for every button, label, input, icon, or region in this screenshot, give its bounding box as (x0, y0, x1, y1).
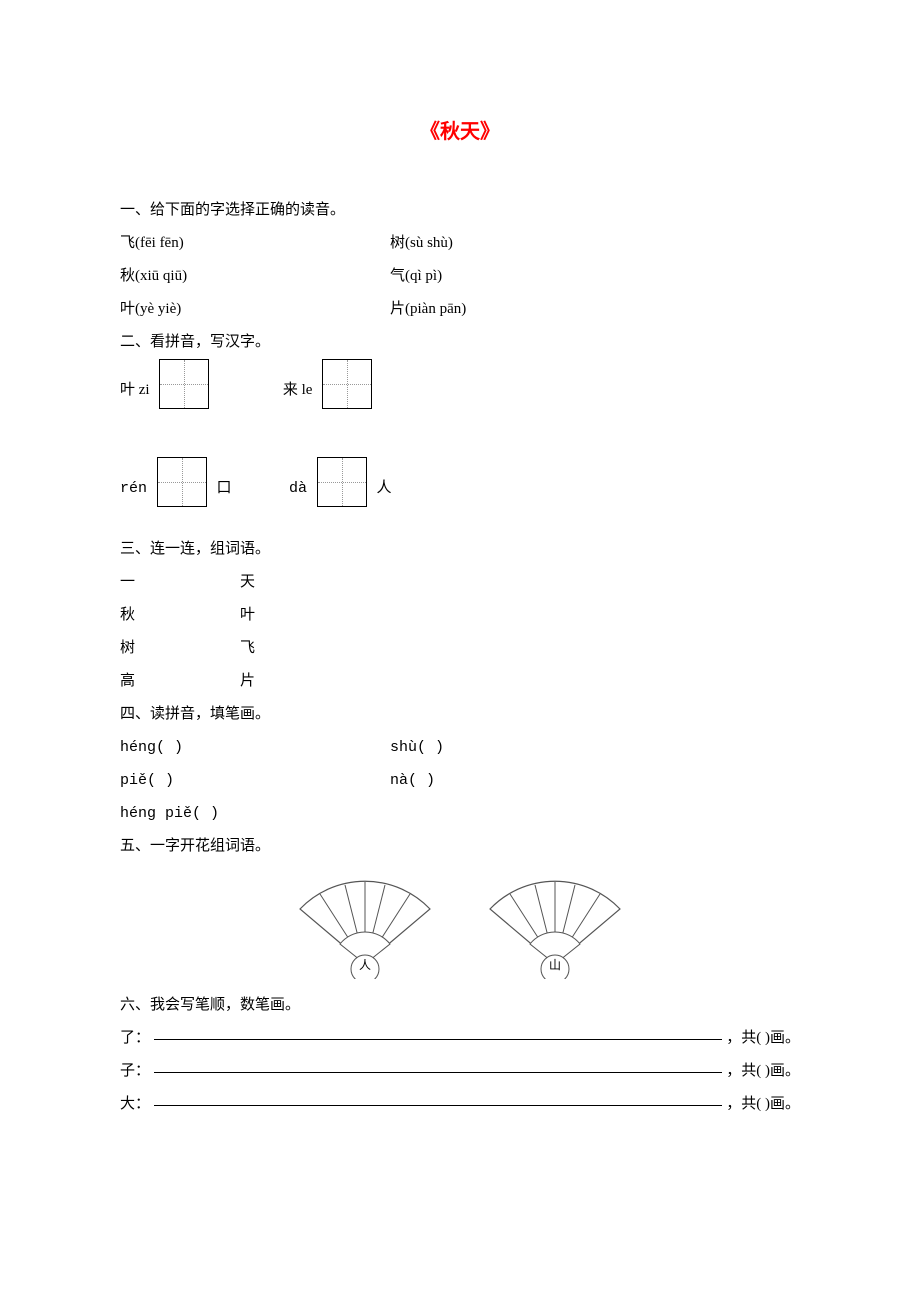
tian-box-icon[interactable] (159, 359, 209, 409)
s3-a: 树 (120, 632, 240, 665)
s3-b: 叶 (240, 599, 320, 632)
s2-pinyin: rén (120, 480, 147, 497)
s2-label: 来 le (283, 382, 313, 398)
s4-item: nà( ) (390, 764, 800, 797)
fan-char: 山 (549, 958, 561, 972)
s2-suffix: 人 (377, 480, 392, 496)
s1-row: 飞(fēi fēn) 树(sù shù) (120, 227, 800, 260)
s3-row: 树 飞 (120, 632, 800, 665)
s3-a: 秋 (120, 599, 240, 632)
s6-tail: ，共( )画。 (726, 1055, 800, 1088)
s6-line: 子： ，共( )画。 (120, 1055, 800, 1088)
s3-row: 秋 叶 (120, 599, 800, 632)
section-2-heading: 二、看拼音，写汉字。 (120, 326, 800, 359)
tian-box-icon[interactable] (157, 457, 207, 507)
s4-item: héng piě( ) (120, 797, 800, 830)
s6-tail: ，共( )画。 (726, 1022, 800, 1055)
s6-line: 大： ，共( )画。 (120, 1088, 800, 1121)
section-1-heading: 一、给下面的字选择正确的读音。 (120, 194, 800, 227)
s6-char: 大： (120, 1088, 150, 1121)
blank-line[interactable] (154, 1090, 722, 1106)
s1-item-left: 秋(xiū qiū) (120, 260, 390, 293)
fan-icon: 山 (475, 869, 635, 979)
tian-box-icon[interactable] (322, 359, 372, 409)
fan-icon: 人 (285, 869, 445, 979)
s2-row-2: rén 口 dà 人 (120, 457, 800, 505)
blank-line[interactable] (154, 1024, 722, 1040)
s4-row: piě( ) nà( ) (120, 764, 800, 797)
s3-row: 一 天 (120, 566, 800, 599)
fan-row: 人 山 (120, 869, 800, 979)
worksheet-page: 《秋天》 一、给下面的字选择正确的读音。 飞(fēi fēn) 树(sù shù… (0, 0, 920, 1181)
s1-row: 叶(yè yiè) 片(piàn pān) (120, 293, 800, 326)
s1-item-right: 片(piàn pān) (390, 293, 800, 326)
s1-item-right: 气(qì pì) (390, 260, 800, 293)
fan-char: 人 (359, 958, 371, 972)
page-title: 《秋天》 (120, 110, 800, 154)
s2-row-1: 叶 zi 来 le (120, 359, 800, 407)
s4-item: piě( ) (120, 764, 390, 797)
blank-line[interactable] (154, 1057, 722, 1073)
s3-b: 片 (240, 665, 320, 698)
s6-char: 了： (120, 1022, 150, 1055)
s3-a: 一 (120, 566, 240, 599)
s2-suffix: 口 (217, 480, 232, 496)
s1-row: 秋(xiū qiū) 气(qì pì) (120, 260, 800, 293)
s6-char: 子： (120, 1055, 150, 1088)
s6-line: 了： ，共( )画。 (120, 1022, 800, 1055)
s3-a: 高 (120, 665, 240, 698)
s2-label: 叶 zi (120, 382, 150, 398)
s3-row: 高 片 (120, 665, 800, 698)
section-3-heading: 三、连一连，组词语。 (120, 533, 800, 566)
s6-tail: ，共( )画。 (726, 1088, 800, 1121)
s2-pinyin: dà (289, 480, 307, 497)
tian-box-icon[interactable] (317, 457, 367, 507)
section-5-heading: 五、一字开花组词语。 (120, 830, 800, 863)
section-6-heading: 六、我会写笔顺，数笔画。 (120, 989, 800, 1022)
s4-item: héng( ) (120, 731, 390, 764)
s4-row: héng( ) shù( ) (120, 731, 800, 764)
s3-b: 飞 (240, 632, 320, 665)
s1-item-left: 飞(fēi fēn) (120, 227, 390, 260)
s4-item: shù( ) (390, 731, 800, 764)
s1-item-left: 叶(yè yiè) (120, 293, 390, 326)
s3-b: 天 (240, 566, 320, 599)
s1-item-right: 树(sù shù) (390, 227, 800, 260)
section-4-heading: 四、读拼音，填笔画。 (120, 698, 800, 731)
